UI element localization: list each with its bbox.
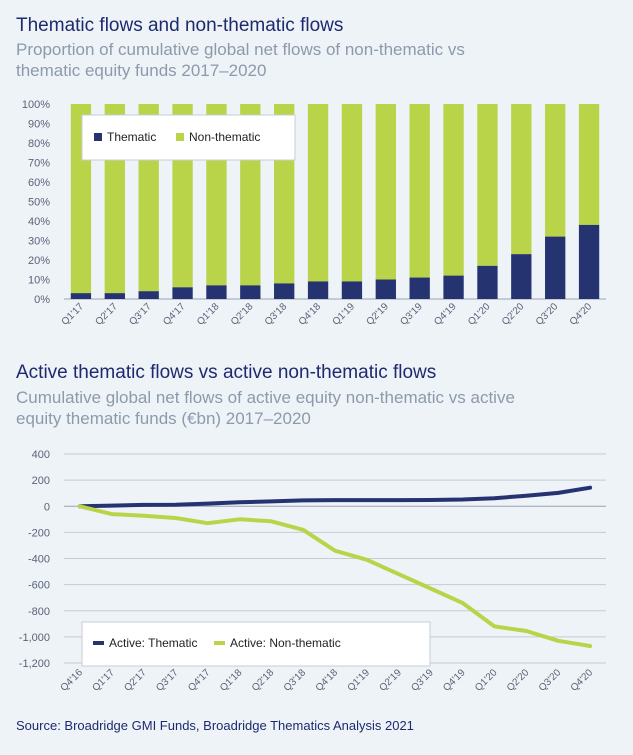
bar-non-thematic <box>409 104 430 278</box>
y-tick-label: 90% <box>28 119 50 131</box>
x-tick-label: Q3'19 <box>409 667 436 694</box>
source-note: Source: Broadridge GMI Funds, Broadridge… <box>16 718 414 733</box>
y-tick-label: -1,200 <box>19 658 50 670</box>
y-tick-label: 100% <box>22 99 50 111</box>
y-tick-label: -1,000 <box>19 632 50 644</box>
y-tick-label: 400 <box>32 449 50 461</box>
chart1-title: Thematic flows and non-thematic flows <box>16 15 344 36</box>
chart1-subtitle: Proportion of cumulative global net flow… <box>16 39 616 81</box>
y-tick-label: -600 <box>28 580 50 592</box>
x-tick-label: Q4'16 <box>59 667 86 694</box>
bar-thematic <box>511 254 532 299</box>
x-tick-label: Q3'17 <box>154 667 181 694</box>
y-tick-label: 60% <box>28 177 50 189</box>
bar-thematic <box>545 236 566 299</box>
bar-thematic <box>104 293 125 299</box>
legend-label-non-thematic: Active: Non-thematic <box>230 636 341 650</box>
y-tick-label: 30% <box>28 236 50 248</box>
x-tick-label: Q2'20 <box>505 667 532 694</box>
chart1-subtitle-line2: thematic equity funds 2017–2020 <box>16 61 267 80</box>
bar-non-thematic <box>307 104 329 282</box>
chart1-subtitle-line1: Proportion of cumulative global net flow… <box>16 40 465 59</box>
chart2-subtitle: Cumulative global net flows of active eq… <box>16 387 616 429</box>
legend-box <box>81 114 296 161</box>
y-tick-label: -800 <box>28 606 50 618</box>
y-tick-label: 10% <box>28 275 50 287</box>
bar-thematic <box>240 285 261 299</box>
bar-non-thematic <box>443 104 464 276</box>
bar-thematic <box>206 285 227 299</box>
y-tick-label: 70% <box>28 158 50 170</box>
stacked-bar-chart: 0%10%20%30%40%50%60%70%80%90%100%Q1'17 Q2… <box>22 99 606 328</box>
x-tick-label: Q2'17 <box>122 667 149 694</box>
y-tick-label: 0 <box>44 501 50 513</box>
x-tick-label: Q1'17 <box>91 667 118 694</box>
bar-non-thematic <box>545 104 566 237</box>
bar-thematic <box>70 293 92 299</box>
chart2-subtitle-line2: equity thematic funds (€bn) 2017–2020 <box>16 409 311 428</box>
chart2-title: Active thematic flows vs active non-them… <box>16 362 437 383</box>
x-tick-label: Q4'19 <box>441 667 468 694</box>
x-tick-label: Q2'18 <box>250 667 277 694</box>
bar-thematic <box>409 277 430 299</box>
legend-swatch-thematic <box>94 133 102 141</box>
bar-thematic <box>172 287 193 299</box>
y-tick-label: 40% <box>28 216 50 228</box>
legend-label-thematic: Thematic <box>107 130 156 144</box>
bar-non-thematic <box>341 104 363 282</box>
x-tick-label: Q2'19 <box>377 667 404 694</box>
legend-box <box>81 621 431 667</box>
line-chart: 400 200 0 -200 -400 -600 -800 -1,000 -1,200 Q4'16… <box>19 449 606 694</box>
y-tick-label: 50% <box>28 197 50 209</box>
bar-thematic <box>578 224 600 299</box>
bar-thematic <box>341 281 363 299</box>
x-tick-label: Q3'20 <box>537 667 564 694</box>
bar-thematic <box>307 281 329 299</box>
bar-non-thematic <box>375 104 396 280</box>
y-tick-label: 80% <box>28 138 50 150</box>
bar-non-thematic <box>578 104 600 225</box>
x-tick-label: Q3'18 <box>282 667 309 694</box>
y-tick-label: 20% <box>28 255 50 267</box>
bar-non-thematic <box>511 104 532 255</box>
bar-thematic <box>375 279 396 299</box>
x-tick-label: Q1'20 <box>473 667 500 694</box>
legend-label-thematic: Active: Thematic <box>109 636 197 650</box>
y-tick-label: -400 <box>28 554 50 566</box>
x-tick-label: Q4'20 <box>569 667 596 694</box>
y-tick-label: 200 <box>32 475 50 487</box>
bar-non-thematic <box>477 104 498 266</box>
legend-swatch-non-thematic <box>176 133 184 141</box>
bar-thematic <box>443 275 464 299</box>
legend-label-non-thematic: Non-thematic <box>189 130 260 144</box>
x-tick-label: Q1'19 <box>346 667 373 694</box>
y-tick-label: -200 <box>28 527 50 539</box>
bar-thematic <box>477 265 498 299</box>
bar-thematic <box>138 291 159 299</box>
chart2-subtitle-line1: Cumulative global net flows of active eq… <box>16 388 515 407</box>
x-tick-label: Q1'18 <box>218 667 245 694</box>
x-tick-label: Q4'18 <box>314 667 341 694</box>
series-line-non-thematic <box>77 504 593 648</box>
bar-thematic <box>274 283 295 299</box>
x-tick-label: Q4'17 <box>186 667 213 694</box>
y-tick-label: 0% <box>34 294 50 306</box>
series-line-thematic <box>77 485 593 509</box>
